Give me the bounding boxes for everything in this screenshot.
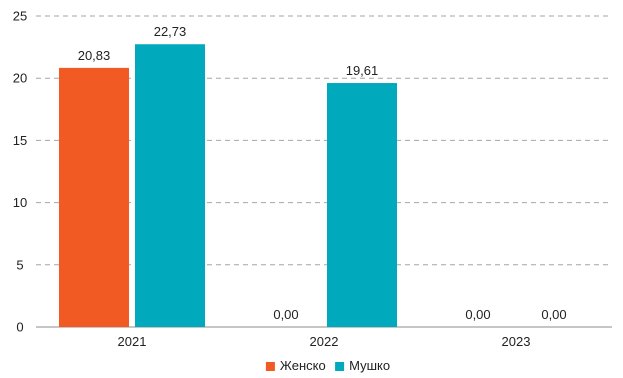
- data-label: 22,73: [154, 24, 187, 39]
- legend-swatch-Мушко: [335, 362, 345, 371]
- bar-Женско-2021: [59, 67, 129, 327]
- y-tick-label: 5: [16, 257, 23, 272]
- bar-Мушко-2022: [327, 83, 397, 327]
- x-tick-label: 2022: [310, 334, 339, 349]
- data-label: 0,00: [541, 307, 566, 322]
- data-label: 0,00: [273, 307, 298, 322]
- data-label: 19,61: [346, 63, 379, 78]
- y-tick-label: 0: [16, 320, 23, 335]
- y-tick-label: 15: [13, 133, 27, 148]
- y-axis: 0 5 10 15 20 25: [13, 9, 27, 335]
- bar-Мушко-2021: [135, 44, 205, 327]
- data-label: 0,00: [465, 307, 490, 322]
- y-tick-label: 10: [13, 195, 27, 210]
- x-tick-label: 2021: [118, 334, 147, 349]
- legend-label: Мушко: [349, 358, 390, 373]
- data-labels: 20,83 22,73 0,00 19,61 0,00 0,00: [78, 24, 567, 322]
- bars: [59, 44, 397, 327]
- y-tick-label: 20: [13, 71, 27, 86]
- legend: Женско Мушко: [265, 358, 390, 373]
- x-tick-label: 2023: [502, 334, 531, 349]
- grid-lines: [36, 15, 612, 266]
- legend-swatch-Женско: [265, 362, 275, 371]
- data-label: 20,83: [78, 48, 111, 63]
- y-tick-label: 25: [13, 9, 27, 24]
- legend-label: Женско: [280, 358, 326, 373]
- x-axis: 2021 2022 2023: [118, 334, 531, 349]
